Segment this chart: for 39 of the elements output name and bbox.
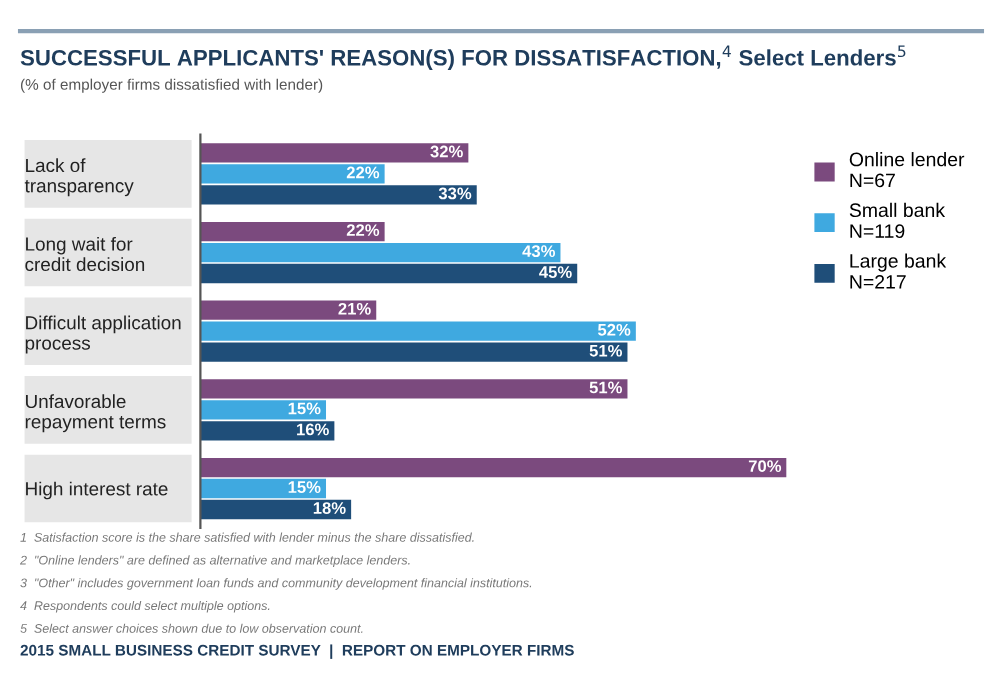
y-tick-label: Long wait for credit decision — [25, 236, 145, 272]
data-label: 16% — [297, 423, 329, 436]
data-label: 70% — [748, 460, 782, 473]
data-label: 22% — [346, 166, 380, 179]
bar — [200, 143, 469, 163]
y-tick-label: Difficult application process — [25, 315, 181, 354]
data-label: 51% — [589, 344, 622, 357]
bar — [200, 379, 628, 399]
bar — [200, 400, 327, 420]
data-label: 15% — [288, 481, 321, 493]
bar — [200, 242, 561, 263]
data-label: 32% — [430, 145, 463, 158]
bar — [200, 342, 628, 362]
legend-label: Large bank N=217 — [850, 253, 947, 289]
y-tick-label: High interest rate — [26, 481, 168, 500]
bar — [200, 421, 335, 441]
data-label: 43% — [522, 245, 556, 258]
bar — [200, 263, 578, 284]
data-label: 22% — [346, 224, 380, 236]
y-tick-label: Unfavorable repayment terms — [25, 394, 166, 433]
bar — [200, 457, 787, 478]
bar — [200, 321, 636, 341]
bar — [200, 164, 385, 184]
data-label: 52% — [597, 323, 631, 336]
bar — [200, 300, 377, 320]
bar — [200, 185, 477, 205]
data-label: 45% — [539, 266, 572, 278]
chart-title: SUCCESSFUL APPLICANTS' REASON(S) FOR DISSATISFACTION,$^{4}$ Select Lenders$^{5}$ — [20, 45, 906, 71]
y-tick-label: Lack of transparency — [24, 158, 134, 197]
data-label: 18% — [313, 502, 346, 514]
data-label: 15% — [288, 402, 321, 415]
bar — [200, 499, 352, 520]
legend-label: Small bank N=119 — [849, 202, 946, 239]
data-label: 33% — [438, 187, 472, 200]
legend-label: Online lender N=67 — [849, 152, 965, 188]
bar — [200, 478, 327, 499]
data-label: 21% — [338, 302, 371, 315]
data-label: 51% — [589, 381, 622, 394]
bar — [200, 221, 385, 242]
